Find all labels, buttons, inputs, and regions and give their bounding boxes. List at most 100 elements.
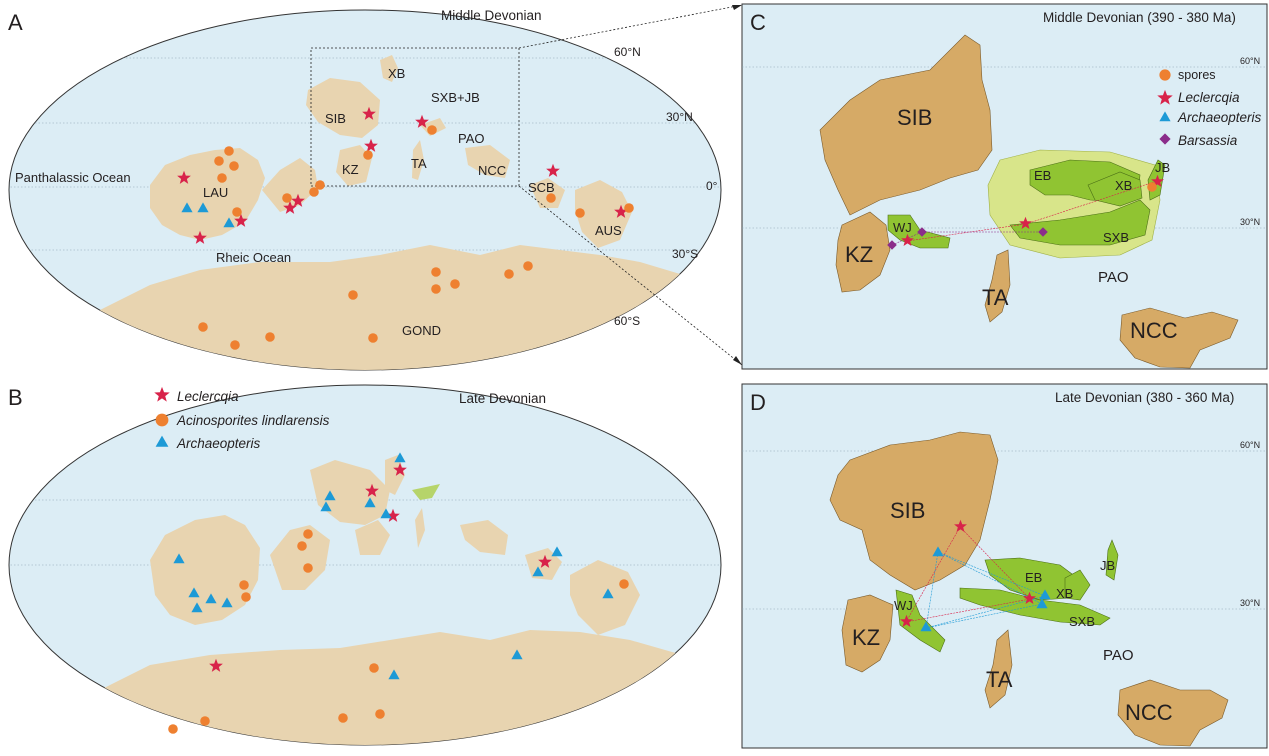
spore-marker <box>375 709 385 719</box>
spore-marker <box>168 724 178 734</box>
label-ta-c: TA <box>982 285 1009 310</box>
label-eb-d: EB <box>1025 570 1042 585</box>
spore-marker <box>229 161 239 171</box>
legend-archaeopteris-b: Archaeopteris <box>176 436 261 451</box>
spore-marker <box>315 180 325 190</box>
land-aus-a <box>575 180 632 248</box>
panel-d: D Late Devonian (380 - 360 Ma) 60°N 30°N <box>741 383 1268 749</box>
legend-spores: spores <box>1178 68 1216 82</box>
spore-marker <box>575 208 585 218</box>
spore-marker <box>523 261 533 271</box>
label-ta-a: TA <box>411 156 427 171</box>
label-pao-a: PAO <box>458 131 485 146</box>
block-xb-d <box>1064 569 1091 601</box>
panel-a-title: Middle Devonian <box>441 8 542 23</box>
connections-d <box>905 526 1046 629</box>
land-gond-a <box>100 245 720 370</box>
spore-marker <box>214 156 224 166</box>
block-jb-d <box>1105 539 1119 581</box>
block-xb-c <box>1087 171 1143 207</box>
label-jb-c: JB <box>1155 160 1170 175</box>
spore-marker <box>348 290 358 300</box>
label-gond-a: GOND <box>402 323 441 338</box>
spore-marker <box>303 563 313 573</box>
lat-30s-a: 30°S <box>672 247 698 261</box>
block-ncc-d <box>1117 679 1229 747</box>
panel-c: C Middle Devonian (390 - 380 Ma) 60°N 30… <box>741 3 1268 370</box>
spore-marker <box>431 284 441 294</box>
panel-b-letter: B <box>8 385 23 410</box>
block-ncc-c <box>1119 307 1239 369</box>
label-scb-a: SCB <box>528 180 555 195</box>
label-wj-c: WJ <box>893 220 912 235</box>
label-lau-a: LAU <box>203 185 228 200</box>
legend-leclercqia: Leclercqia <box>177 389 239 404</box>
inset-box-a <box>310 47 520 187</box>
block-ta-c <box>984 249 1011 323</box>
panel-d-title: Late Devonian (380 - 360 Ma) <box>1055 390 1234 405</box>
spore-marker <box>297 541 307 551</box>
spore-marker <box>232 207 242 217</box>
legend-spore-icon <box>1159 69 1171 81</box>
label-sib-c: SIB <box>897 105 932 130</box>
lat-30n-d: 30°N <box>1240 598 1260 608</box>
legend-leclercqia-c: Leclercqia <box>1178 90 1240 105</box>
label-sxb-c: SXB <box>1103 230 1129 245</box>
label-ncc-d: NCC <box>1125 700 1173 725</box>
label-kz-a: KZ <box>342 162 359 177</box>
spore-marker <box>368 333 378 343</box>
panel-c-letter: C <box>750 10 766 35</box>
label-pao-d: PAO <box>1103 647 1134 664</box>
panel-b-title: Late Devonian <box>459 391 546 406</box>
spore-marker <box>619 579 629 589</box>
label-ncc-c: NCC <box>1130 318 1178 343</box>
label-pao-c: PAO <box>1098 269 1129 286</box>
legend-acinosporites: Acinosporites lindlarensis <box>176 413 330 428</box>
spore-marker <box>265 332 275 342</box>
spore-marker <box>546 193 556 203</box>
spore-marker <box>338 713 348 723</box>
panel-c-title: Middle Devonian (390 - 380 Ma) <box>1043 10 1236 25</box>
legend-c: spores Leclercqia Archaeopteris Barsassi… <box>1157 68 1262 148</box>
block-kz-d <box>841 594 894 673</box>
lat-60n-a: 60°N <box>614 45 641 59</box>
label-eb-c: EB <box>1034 168 1051 183</box>
label-ta-d: TA <box>986 667 1013 692</box>
block-sib-c <box>819 34 993 216</box>
lat-60s-a: 60°S <box>614 314 640 328</box>
lat-0-a: 0° <box>706 179 718 193</box>
block-ta-d <box>984 629 1013 709</box>
label-rheic: Rheic Ocean <box>216 250 291 265</box>
label-aus-a: AUS <box>595 223 622 238</box>
label-sib-d: SIB <box>890 498 925 523</box>
panel-a-letter: A <box>8 10 23 35</box>
legend-star-icon <box>154 386 170 402</box>
block-wj-d <box>895 589 946 653</box>
spore-marker <box>224 146 234 156</box>
label-xb-d: XB <box>1056 586 1073 601</box>
label-sxbjb-a: SXB+JB <box>431 90 480 105</box>
lat-60n-c: 60°N <box>1240 56 1260 66</box>
lat-60n-d: 60°N <box>1240 440 1260 450</box>
spore-marker <box>450 279 460 289</box>
spore-marker <box>230 340 240 350</box>
spore-marker <box>624 203 634 213</box>
legend-dot-icon <box>155 413 169 427</box>
panel-d-letter: D <box>750 390 766 415</box>
panel-b: B Late Devonian Leclercqia Acinosporites… <box>8 384 722 746</box>
lat-30n-c: 30°N <box>1240 217 1260 227</box>
lat-30n-a: 30°N <box>666 110 693 124</box>
land-lau-b <box>150 515 260 625</box>
label-kz-d: KZ <box>852 625 880 650</box>
legend-archaeopteris-c: Archaeopteris <box>1177 110 1262 125</box>
connector-line <box>518 4 743 49</box>
spore-marker <box>200 716 210 726</box>
spore-marker <box>431 267 441 277</box>
label-ncc-a: NCC <box>478 163 506 178</box>
spore-marker <box>282 193 292 203</box>
spore-marker <box>241 592 251 602</box>
legend-barsassia: Barsassia <box>1178 133 1238 148</box>
land-lau <box>150 148 265 240</box>
label-xb-a: XB <box>388 66 405 81</box>
spore-marker <box>369 663 379 673</box>
